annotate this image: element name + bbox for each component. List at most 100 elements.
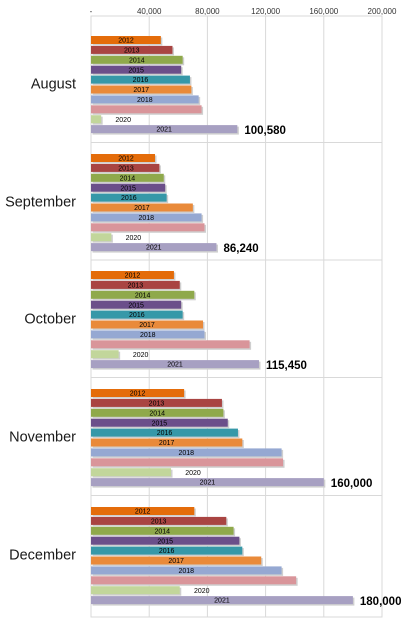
bar-2016-november	[91, 428, 238, 437]
bar-year-label: 2020	[185, 470, 201, 477]
bar-2014-october	[91, 290, 195, 299]
bar-year-label: 2012	[135, 509, 151, 516]
bar-2015-october	[91, 300, 182, 309]
bar-year-label: 2013	[149, 401, 165, 408]
bar-year-label: 2015	[128, 67, 144, 74]
bar-2016-october	[91, 310, 183, 319]
bar-2017-september	[91, 203, 193, 212]
x-tick-label: 120,000	[251, 7, 280, 16]
bar-2018-october	[91, 330, 205, 339]
bar-year-label: 2016	[159, 548, 175, 555]
bar-year-label: 2018	[139, 215, 155, 222]
bar-2013-december	[91, 516, 227, 525]
bar-2019-august	[91, 105, 202, 114]
bar-2021-december	[91, 596, 353, 605]
bar-2019-december	[91, 576, 297, 585]
bar-2016-december	[91, 546, 243, 555]
bar-2021-october	[91, 360, 259, 369]
bar-2015-september	[91, 183, 166, 192]
value-label: 86,240	[223, 243, 258, 255]
bar-year-label: 2016	[157, 430, 173, 437]
bar-year-label: 2020	[133, 352, 149, 359]
bar-2013-october	[91, 280, 180, 289]
bar-2012-october	[91, 271, 174, 279]
bar-year-label: 2012	[125, 273, 141, 280]
bar-2017-december	[91, 556, 262, 565]
bar-year-label: 2015	[152, 420, 168, 427]
bar-year-label: 2016	[129, 312, 145, 319]
bar-year-label: 2021	[167, 362, 183, 369]
category-label: September	[5, 195, 76, 211]
category-label: November	[9, 430, 76, 446]
bar-year-label: 2015	[128, 302, 144, 309]
value-label: 160,000	[331, 478, 373, 490]
bar-2018-september	[91, 213, 202, 222]
bar-2017-november	[91, 438, 243, 447]
bar-2016-september	[91, 193, 167, 202]
bar-year-label: 2012	[118, 156, 134, 163]
x-tick-label: 160,000	[309, 7, 338, 16]
bar-year-label: 2020	[194, 588, 210, 595]
bars: 2012201320142015201620172018202020212012…	[91, 36, 355, 606]
value-label: 100,580	[244, 125, 286, 137]
bar-2015-august	[91, 65, 182, 74]
bar-year-label: 2014	[120, 175, 136, 182]
bar-2015-november	[91, 418, 228, 427]
bar-year-label: 2016	[121, 195, 137, 202]
bar-2018-november	[91, 448, 282, 457]
bar-year-label: 2013	[118, 166, 134, 173]
category-label: August	[31, 77, 76, 93]
value-labels: 100,580 86,240 115,450 160,000 180,000	[223, 125, 401, 608]
bar-2018-december	[91, 566, 282, 575]
x-tick-label: -	[90, 7, 93, 16]
gridlines	[90, 15, 383, 618]
bar-year-label: 2021	[200, 480, 216, 487]
bar-year-label: 2013	[128, 283, 144, 290]
bar-year-label: 2017	[134, 205, 150, 212]
bar-year-label: 2018	[179, 568, 195, 575]
bar-2014-september	[91, 173, 164, 182]
bar-2012-november	[91, 389, 185, 397]
bar-2013-september	[91, 163, 160, 172]
bar-year-label: 2017	[159, 440, 175, 447]
x-tick-label: 200,000	[368, 7, 397, 16]
bar-year-label: 2020	[126, 235, 142, 242]
bar-year-label: 2018	[179, 450, 195, 457]
bar-year-label: 2012	[130, 391, 146, 398]
bar-2015-december	[91, 536, 240, 545]
bar-2013-november	[91, 398, 222, 407]
bar-2020-november	[91, 468, 172, 477]
bar-2021-august	[91, 125, 238, 134]
bar-year-label: 2014	[155, 528, 171, 535]
bar-2021-september	[91, 243, 217, 252]
category-label: October	[24, 312, 76, 328]
category-labels: August September October November December	[5, 77, 76, 564]
bar-2012-december	[91, 507, 195, 515]
bar-year-label: 2013	[151, 519, 167, 526]
bar-2020-december	[91, 586, 180, 595]
bar-2013-august	[91, 45, 173, 54]
bar-2021-november	[91, 478, 324, 487]
bar-2016-august	[91, 75, 190, 84]
bar-2014-november	[91, 408, 224, 417]
bar-year-label: 2015	[120, 185, 136, 192]
bar-2019-september	[91, 223, 205, 232]
bar-year-label: 2015	[157, 538, 173, 545]
bar-2020-september	[91, 233, 112, 242]
bar-year-label: 2013	[124, 48, 140, 55]
bar-year-label: 2014	[129, 57, 145, 64]
bar-2020-october	[91, 350, 119, 359]
bar-2012-august	[91, 36, 161, 44]
bar-2014-august	[91, 55, 183, 64]
bar-year-label: 2021	[214, 598, 230, 605]
bar-year-label: 2018	[137, 97, 153, 104]
bar-year-label: 2014	[135, 292, 151, 299]
bar-2020-august	[91, 115, 102, 124]
bar-year-label: 2014	[149, 410, 165, 417]
bar-year-label: 2020	[115, 117, 131, 124]
bar-year-label: 2021	[156, 127, 172, 134]
category-label: December	[9, 548, 76, 564]
bar-2014-december	[91, 526, 234, 535]
value-label: 180,000	[360, 596, 402, 608]
x-tick-label: 80,000	[195, 7, 220, 16]
